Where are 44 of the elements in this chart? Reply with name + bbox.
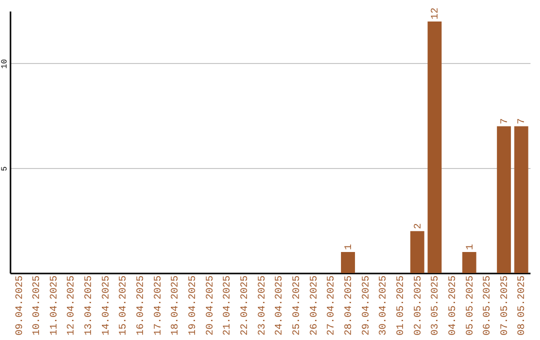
x-tick-label: 18.04.2025 — [170, 276, 182, 336]
x-tick-label: 25.04.2025 — [292, 276, 303, 336]
x-tick-label: 27.04.2025 — [326, 276, 338, 336]
y-tick-label: 10 — [0, 58, 10, 69]
data-label: 7 — [517, 118, 528, 124]
x-tick-label: 17.04.2025 — [153, 276, 164, 336]
x-tick-label: 23.04.2025 — [257, 276, 268, 336]
x-tick-label: 21.04.2025 — [222, 276, 234, 336]
x-tick-label: 08.05.2025 — [517, 276, 528, 336]
x-tick-label: 05.05.2025 — [465, 276, 476, 336]
x-tick-label: 14.04.2025 — [101, 276, 112, 336]
x-tick-label: 01.05.2025 — [396, 276, 407, 336]
data-label: 2 — [413, 223, 424, 230]
data-label: 1 — [465, 244, 476, 250]
bar — [514, 126, 528, 273]
x-tick-label: 29.04.2025 — [361, 276, 372, 336]
x-tick-label: 13.04.2025 — [84, 276, 96, 336]
x-tick-label: 07.05.2025 — [500, 276, 511, 336]
x-tick-label: 28.04.2025 — [344, 276, 355, 336]
x-tick-label: 26.04.2025 — [309, 276, 320, 336]
x-tick-label: 24.04.2025 — [274, 276, 286, 336]
x-tick-label: 30.04.2025 — [378, 276, 390, 336]
y-tick-label: 5 — [0, 166, 10, 172]
x-tick-label: 11.04.2025 — [49, 276, 60, 336]
x-tick-label: 04.05.2025 — [448, 276, 459, 336]
x-tick-label: 22.04.2025 — [240, 276, 252, 336]
data-label: 7 — [500, 118, 511, 124]
bar — [496, 126, 511, 273]
bar — [428, 21, 442, 273]
x-tick-label: 09.04.2025 — [14, 276, 26, 336]
data-label: 1 — [344, 244, 355, 250]
x-tick-label: 02.05.2025 — [413, 276, 424, 336]
x-tick-label: 12.04.2025 — [66, 276, 78, 336]
x-tick-label: 06.05.2025 — [482, 276, 494, 336]
bar — [410, 231, 424, 273]
x-tick-label: 19.04.2025 — [188, 276, 200, 336]
x-tick-label: 03.05.2025 — [430, 276, 442, 336]
x-tick-label: 20.04.2025 — [205, 276, 216, 336]
bar — [340, 252, 355, 273]
x-tick-label: 10.04.2025 — [32, 276, 44, 336]
x-tick-label: 16.04.2025 — [136, 276, 148, 336]
x-tick-label: 15.04.2025 — [118, 276, 130, 336]
bar — [462, 252, 476, 273]
data-label: 12 — [430, 7, 442, 20]
